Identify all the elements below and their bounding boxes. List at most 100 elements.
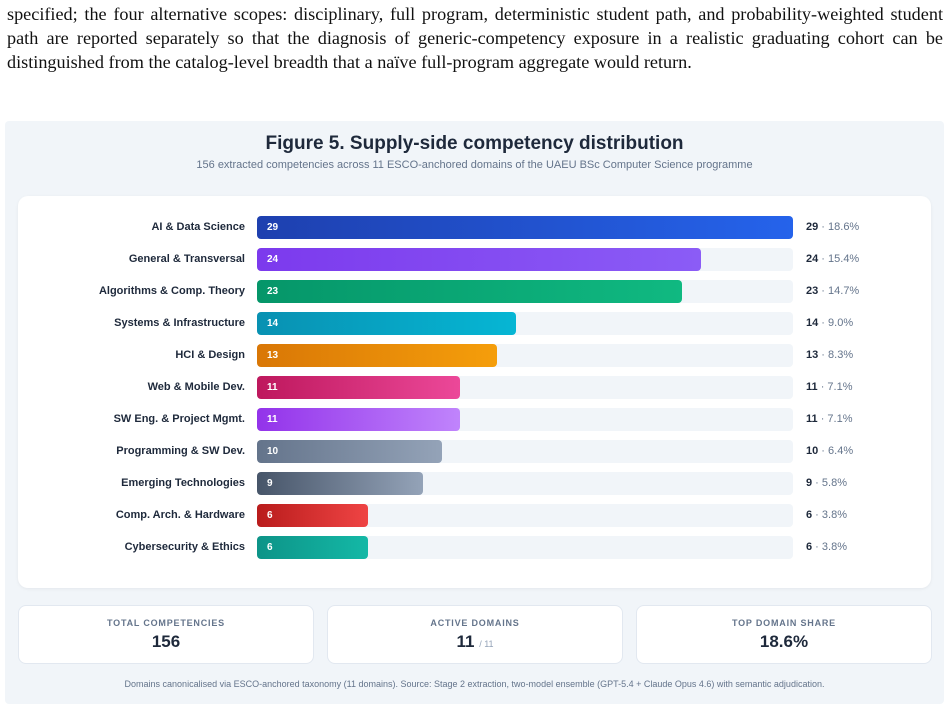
bar-value-label: 6 · 3.8% [806, 536, 847, 559]
figure-footer: Domains canonicalised via ESCO-anchored … [124, 679, 825, 689]
bar-percent: · 8.3% [818, 349, 854, 361]
bar-category-label: Comp. Arch. & Hardware [115, 509, 245, 521]
bar-row: General & Transversal 24 24 · 15.4% [18, 248, 931, 271]
bar-track: 24 [257, 248, 793, 271]
bar-row: Algorithms & Comp. Theory 23 23 · 14.7% [18, 280, 931, 303]
bar-inner-value-label: 11 [267, 414, 278, 425]
bar-track: 11 [257, 408, 793, 431]
bar-count: 13 [806, 349, 819, 361]
stat-label-total: TOTAL COMPETENCIES [107, 618, 225, 628]
bar-inner-value-label: 10 [267, 446, 279, 457]
bar-track: 10 [257, 440, 793, 463]
bar-value-label: 11 · 7.1% [806, 408, 853, 431]
stat-value-domains: 11 / 11 [328, 632, 622, 652]
bar-percent: · 7.1% [817, 381, 853, 393]
bar-inner-value-label: 6 [267, 542, 273, 553]
bar-count: 6 [806, 541, 813, 553]
bar-row: HCI & Design 13 13 · 8.3% [18, 344, 931, 367]
bar-value-label: 14 · 9.0% [806, 312, 853, 335]
figure-subtitle: 156 extracted competencies across 11 ESC… [196, 159, 753, 171]
bar-inner-value-label: 23 [267, 286, 279, 297]
bar-inner-value-label: 29 [267, 222, 279, 233]
bar-row: Emerging Technologies 9 9 · 5.8% [18, 472, 931, 495]
bar-percent: · 18.6% [818, 221, 860, 233]
bar-percent: · 3.8% [812, 541, 847, 553]
bar-inner-value-label: 11 [267, 382, 278, 393]
bar-value-label: 29 · 18.6% [806, 216, 859, 239]
bar-row: AI & Data Science 29 29 · 18.6% [18, 216, 931, 239]
stat-label-share: TOP DOMAIN SHARE [732, 618, 836, 628]
bar-category-label: SW Eng. & Project Mgmt. [113, 413, 245, 425]
bar-chart: AI & Data Science 29 29 · 18.6% General & T… [18, 196, 931, 588]
bar-track: 14 [257, 312, 793, 335]
bar-track: 11 [257, 376, 793, 399]
bar-count: 23 [806, 285, 819, 297]
body-paragraph: specified; the four alternative scopes: … [7, 4, 943, 72]
bar-row: Cybersecurity & Ethics 6 6 · 3.8% [18, 536, 931, 559]
bar-percent: · 6.4% [818, 445, 854, 457]
bar: 29 [257, 216, 793, 239]
bar-category-label: Emerging Technologies [121, 477, 245, 489]
bar-value-label: 6 · 3.8% [806, 504, 847, 527]
bar-row: SW Eng. & Project Mgmt. 11 11 · 7.1% [18, 408, 931, 431]
bar-count: 6 [806, 509, 813, 521]
bar-track: 23 [257, 280, 793, 303]
stat-value-domains-suffix: / 11 [479, 639, 494, 649]
figure-title: Figure 5. Supply-side competency distrib… [265, 133, 684, 154]
bar-inner-value-label: 14 [267, 318, 279, 329]
bar-percent: · 7.1% [817, 413, 853, 425]
bar-category-label: Systems & Infrastructure [114, 317, 245, 329]
bar-percent: · 15.4% [818, 253, 860, 265]
stat-value-domains-number: 11 [456, 632, 475, 651]
bar: 6 [257, 504, 368, 527]
bar-inner-value-label: 6 [267, 510, 273, 521]
bar-inner-value-label: 24 [267, 254, 279, 265]
bar-track: 9 [257, 472, 793, 495]
bar: 13 [257, 344, 498, 367]
bar-percent: · 14.7% [818, 285, 860, 297]
bar-category-label: Cybersecurity & Ethics [124, 541, 245, 553]
bar-count: 11 [806, 381, 818, 393]
bar-category-label: Web & Mobile Dev. [147, 381, 245, 393]
stat-card-total: TOTAL COMPETENCIES 156 [18, 605, 314, 664]
bar-value-label: 23 · 14.7% [806, 280, 859, 303]
bar-row: Systems & Infrastructure 14 14 · 9.0% [18, 312, 931, 335]
stat-card-share: TOP DOMAIN SHARE 18.6% [636, 605, 932, 664]
bar-count: 9 [806, 477, 813, 489]
bar: 6 [257, 536, 368, 559]
bar: 11 [257, 376, 461, 399]
bar-count: 11 [806, 413, 818, 425]
bar-count: 14 [806, 317, 819, 329]
bar: 9 [257, 472, 424, 495]
bar-value-label: 10 · 6.4% [806, 440, 853, 463]
bar-track: 6 [257, 536, 793, 559]
stat-label-domains: ACTIVE DOMAINS [430, 618, 520, 628]
bar-track: 6 [257, 504, 793, 527]
bar-percent: · 5.8% [812, 477, 847, 489]
bar-inner-value-label: 13 [267, 350, 279, 361]
bar-category-label: Programming & SW Dev. [116, 445, 245, 457]
bar-value-label: 11 · 7.1% [806, 376, 853, 399]
bar: 14 [257, 312, 516, 335]
bar: 24 [257, 248, 701, 271]
bar-value-label: 13 · 8.3% [806, 344, 853, 367]
bar: 23 [257, 280, 683, 303]
bar-percent: · 3.8% [812, 509, 847, 521]
bar-row: Web & Mobile Dev. 11 11 · 7.1% [18, 376, 931, 399]
stat-value-share: 18.6% [759, 632, 809, 651]
bar-category-label: Algorithms & Comp. Theory [98, 285, 245, 297]
bar-track: 29 [257, 216, 793, 239]
bar-row: Comp. Arch. & Hardware 6 6 · 3.8% [18, 504, 931, 527]
bar-count: 29 [806, 221, 819, 233]
bar-inner-value-label: 9 [267, 478, 273, 489]
bar: 10 [257, 440, 442, 463]
bar-track: 13 [257, 344, 793, 367]
bar: 11 [257, 408, 461, 431]
bar-row: Programming & SW Dev. 10 10 · 6.4% [18, 440, 931, 463]
figure-panel: Figure 5. Supply-side competency distrib… [5, 121, 944, 704]
bar-count: 24 [806, 253, 819, 265]
bar-category-label: AI & Data Science [151, 221, 245, 233]
bar-category-label: General & Transversal [128, 253, 245, 265]
bar-category-label: HCI & Design [175, 349, 245, 361]
bar-value-label: 9 · 5.8% [806, 472, 847, 495]
